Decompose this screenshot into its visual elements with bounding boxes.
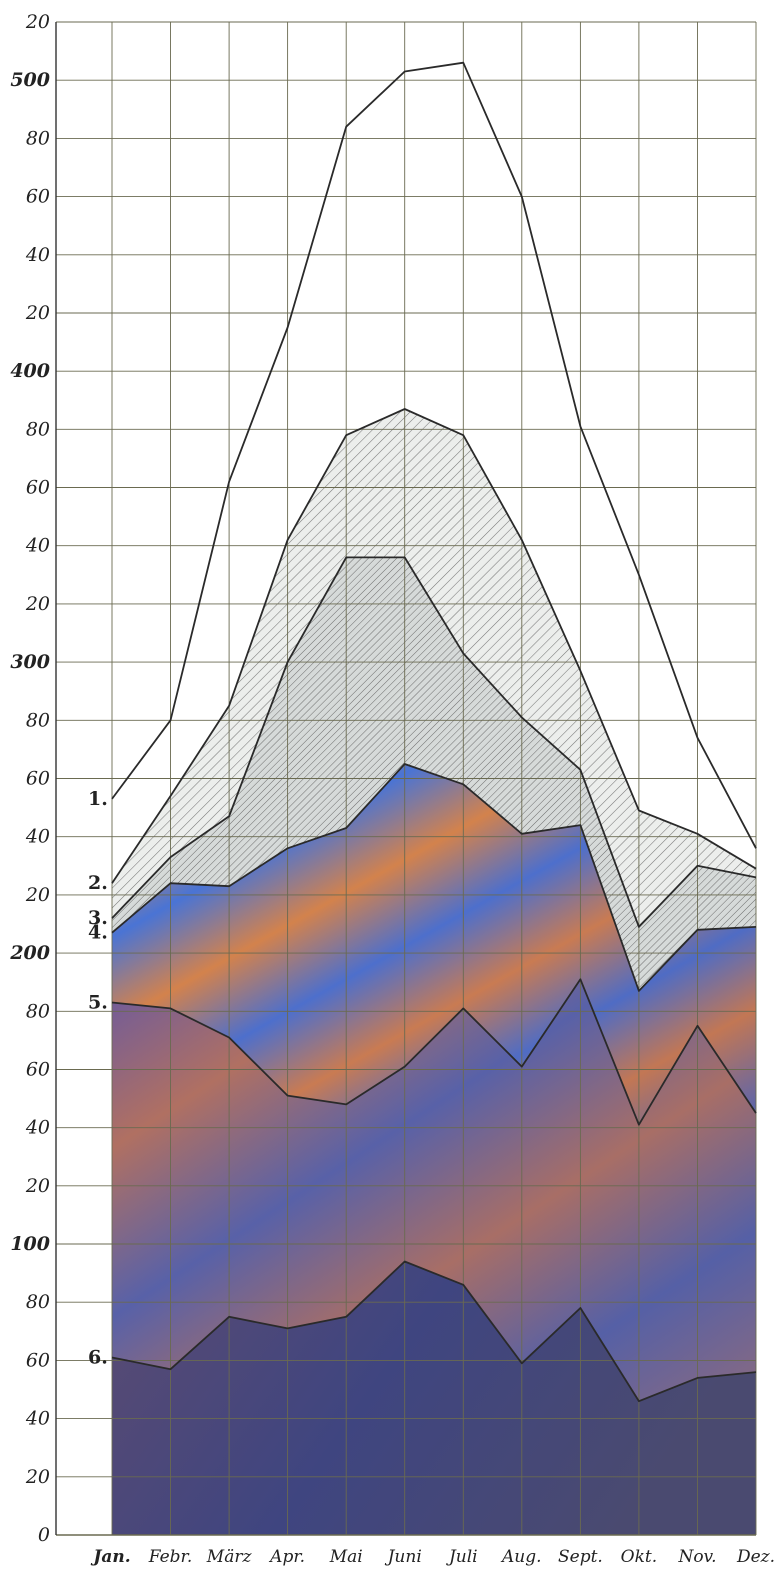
y-tick-label: 80 [26, 1291, 50, 1313]
x-tick-label: Dez. [736, 1547, 775, 1567]
x-tick-label: Okt. [621, 1547, 657, 1567]
y-tick-label: 20 [25, 884, 50, 906]
series-line-1 [111, 61, 757, 849]
y-tick-label: 20 [25, 1175, 50, 1197]
y-tick-label: 500 [10, 69, 50, 91]
x-tick-label: Mai [329, 1547, 363, 1567]
y-tick-label: 80 [26, 127, 50, 149]
y-tick-label: 20 [25, 302, 50, 324]
x-tick-label: Nov. [677, 1547, 716, 1567]
y-tick-label: 200 [9, 942, 50, 964]
y-tick-label: 20 [25, 1466, 50, 1488]
series-line-5 [111, 978, 757, 1126]
area-band-2 [112, 409, 756, 927]
y-tick-label: 60 [26, 1349, 50, 1371]
y-tick-label: 300 [10, 651, 50, 673]
area-band-3 [112, 557, 756, 991]
series-line-2 [111, 408, 757, 884]
x-tick-label: März [206, 1547, 253, 1567]
y-tick-label: 40 [25, 1408, 50, 1430]
y-tick-label: 40 [25, 535, 50, 557]
series-line-4 [111, 763, 757, 992]
y-tick-label: 0 [38, 1524, 50, 1546]
x-tick-label: Aug. [500, 1547, 542, 1567]
series-label-4: 4. [88, 922, 108, 944]
y-tick-label: 40 [25, 244, 50, 266]
series-line-6 [111, 1260, 757, 1403]
x-tick-label: Juni [385, 1547, 422, 1567]
y-tick-label: 80 [26, 1000, 50, 1022]
series-line-3 [111, 556, 757, 928]
series-label-6: 6. [88, 1347, 108, 1369]
y-tick-label: 40 [25, 826, 50, 848]
y-tick-label: 40 [25, 1117, 50, 1139]
series-label-3: 3. [88, 907, 108, 929]
area-band-5 [112, 979, 756, 1402]
x-tick-label: Apr. [268, 1547, 305, 1567]
y-tick-label: 60 [26, 186, 50, 208]
x-tick-label: Sept. [558, 1547, 603, 1567]
series-label-5: 5. [88, 992, 108, 1014]
y-tick-label: 400 [10, 360, 50, 382]
y-tick-label: 80 [26, 418, 50, 440]
y-tick-label: 60 [26, 768, 50, 790]
x-tick-label: Jan. [90, 1547, 130, 1567]
y-tick-label: 60 [26, 1059, 50, 1081]
x-tick-label: Juli [446, 1547, 478, 1567]
area-band-1 [112, 62, 756, 884]
series-label-1: 1. [88, 788, 108, 810]
y-tick-label: 60 [26, 477, 50, 499]
area-band-4 [112, 764, 756, 1125]
y-tick-label: 80 [26, 709, 50, 731]
x-tick-label: Febr. [148, 1547, 192, 1567]
y-tick-label: 20 [25, 11, 50, 33]
y-tick-label: 100 [10, 1233, 50, 1255]
y-tick-label: 20 [25, 593, 50, 615]
series-label-2: 2. [88, 872, 108, 894]
area-band-6 [112, 1261, 756, 1535]
